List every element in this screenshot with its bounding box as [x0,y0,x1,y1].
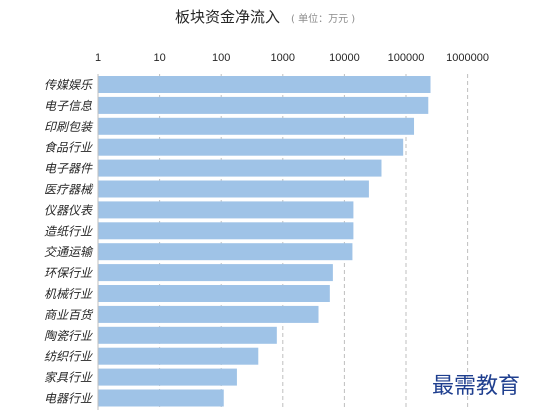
bar-6 [98,180,369,198]
bar-3 [98,117,415,135]
bar-16 [98,389,224,407]
category-label: 医疗器械 [44,183,94,197]
category-label: 家具行业 [44,371,93,385]
category-label: 造纸行业 [44,224,93,238]
category-label: 传媒娱乐 [44,78,93,92]
x-tick-label: 1000000 [446,52,489,64]
category-label: 机械行业 [44,287,93,301]
watermark: 最需教育 [432,374,520,399]
bar-8 [98,222,354,240]
bar-7 [98,201,354,219]
x-tick-label: 100 [212,52,230,64]
bar-9 [98,243,353,261]
bar-15 [98,368,237,386]
category-label: 环保行业 [44,266,93,280]
bar-4 [98,138,404,156]
x-tick-label: 1000 [271,52,295,64]
category-label: 食品行业 [44,141,93,155]
bar-2 [98,96,429,114]
category-label: 印刷包装 [44,120,94,134]
tick-labels: 1 10 100 1000 10000 100000 1000000 [95,52,489,64]
bar-11 [98,285,330,302]
category-label: 电器行业 [44,392,93,406]
bar-10 [98,264,333,282]
chart-title: 板块资金净流入 [175,8,280,26]
category-label: 仪器仪表 [44,203,94,217]
category-label: 陶瓷行业 [44,329,93,343]
category-label: 纺织行业 [44,350,93,364]
bar-1 [98,76,431,93]
bar-5 [98,159,382,177]
bar-12 [98,305,319,323]
x-tick-label: 10000 [329,52,360,64]
category-label: 电子信息 [44,99,92,113]
bar-14 [98,347,259,365]
chart-subtitle: ( 单位：万元 ) [291,12,355,25]
x-tick-label: 100000 [388,52,425,64]
bar-13 [98,326,277,344]
category-label: 交通运输 [44,245,94,259]
category-labels: 传媒娱乐电子信息印刷包装食品行业电子器件医疗器械仪器仪表造纸行业交通运输环保行业… [44,78,94,406]
x-tick-label: 1 [95,52,101,64]
category-label: 电子器件 [44,162,93,176]
category-label: 商业百货 [44,308,94,322]
bars [98,76,431,407]
x-tick-label: 10 [153,52,165,64]
